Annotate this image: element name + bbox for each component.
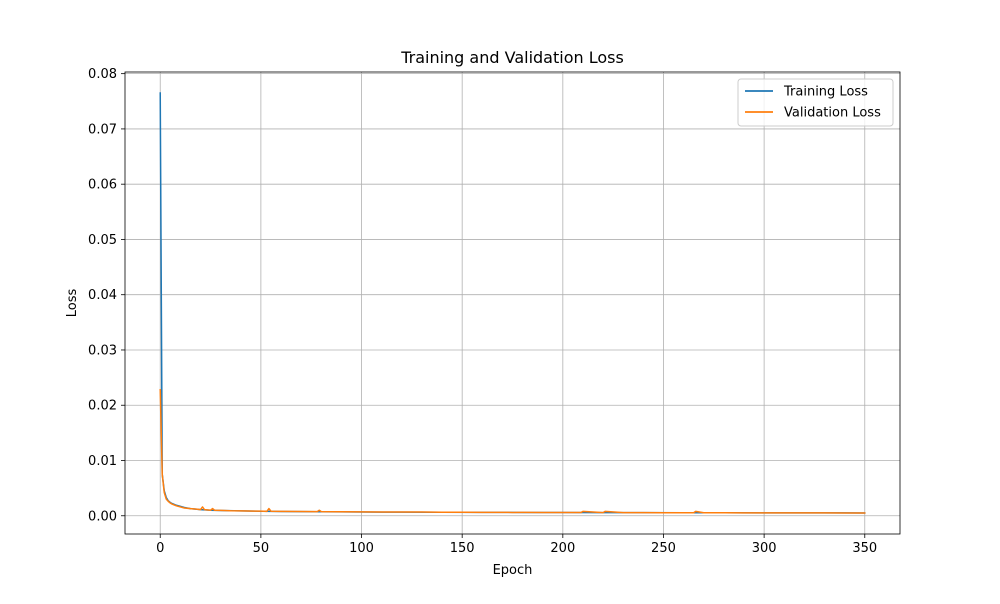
x-tick-label: 300	[752, 541, 777, 556]
training-loss-line	[159, 92, 866, 514]
y-axis-label: Loss	[65, 289, 80, 318]
y-tick-label: 0.07	[88, 122, 117, 137]
y-tick-label: 0.04	[88, 288, 117, 303]
legend-box	[737, 78, 894, 127]
x-tick-label: 200	[550, 541, 575, 556]
x-tick-label: 100	[349, 541, 374, 556]
tick-layer: 0 50 100 150 200 250 300 350 0.00 0.01 0.02 0.03 0.0…	[88, 67, 877, 556]
legend-items: Training Loss Validation Loss	[745, 85, 881, 121]
y-tick-label: 0.03	[88, 343, 117, 358]
grid-layer	[125, 72, 900, 534]
legend: Training Loss Validation Loss	[737, 78, 894, 127]
x-tick-label: 0	[156, 541, 164, 556]
y-tick-label: 0.02	[88, 399, 117, 414]
y-tick-label: 0.01	[88, 454, 117, 469]
plot-frame	[124, 71, 901, 535]
x-axis-label: Epoch	[493, 563, 533, 578]
y-tick-label: 0.08	[88, 67, 117, 82]
y-tick-label: 0.05	[88, 233, 117, 248]
training-loss-legend-label: Training Loss	[783, 85, 868, 100]
x-tick-label: 50	[253, 541, 270, 556]
y-tick-label: 0.06	[88, 178, 117, 193]
validation-loss-line	[159, 388, 866, 514]
x-tick-label: 150	[450, 541, 475, 556]
series-layer	[159, 92, 866, 514]
x-tick-label: 250	[651, 541, 676, 556]
chart-title: Training and Validation Loss	[400, 48, 624, 67]
x-tick-label: 350	[852, 541, 877, 556]
validation-loss-legend-label: Validation Loss	[784, 106, 881, 121]
y-tick-label: 0.00	[88, 509, 117, 524]
